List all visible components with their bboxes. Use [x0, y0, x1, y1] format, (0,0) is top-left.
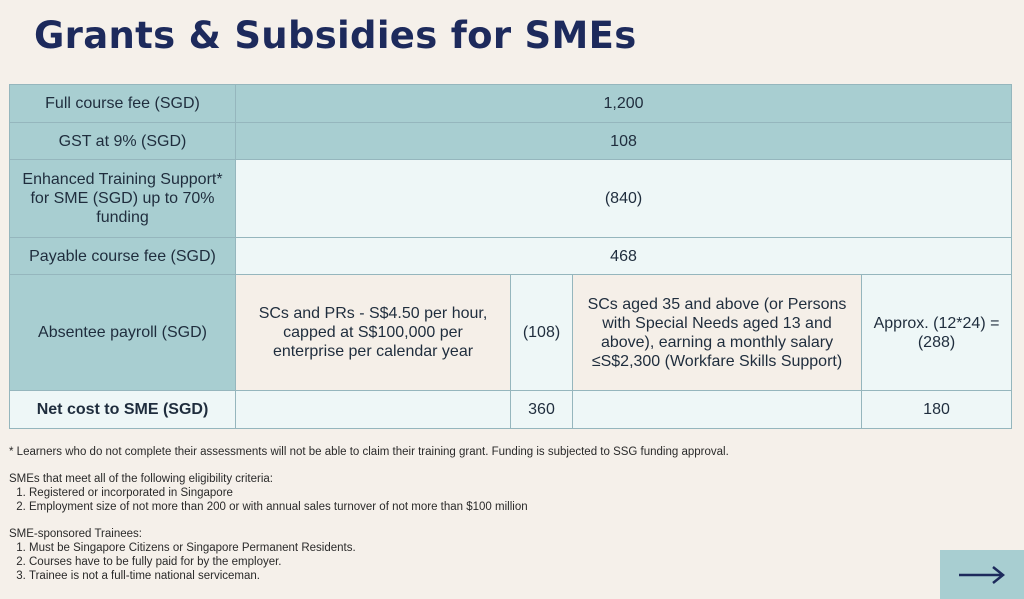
absentee-amount-b: Approx. (12*24) = (288)	[860, 274, 1013, 391]
value-ets: (840)	[234, 159, 1013, 238]
row-label-net: Net cost to SME (SGD)	[9, 390, 236, 429]
row-label-full-fee: Full course fee (SGD)	[9, 84, 236, 123]
table-row: Net cost to SME (SGD) 360 180	[9, 390, 1013, 429]
eligibility-heading: SMEs that meet all of the following elig…	[9, 473, 273, 485]
row-label-gst: GST at 9% (SGD)	[9, 122, 236, 160]
net-empty-b	[572, 390, 862, 429]
absentee-scheme-a: SCs and PRs - S$4.50 per hour, capped at…	[235, 274, 511, 391]
list-item: Must be Singapore Citizens or Singapore …	[29, 541, 729, 555]
row-label-payable: Payable course fee (SGD)	[9, 237, 236, 275]
net-empty-a	[235, 390, 511, 429]
list-item: Employment size of not more than 200 or …	[29, 500, 729, 514]
absentee-amount-a: (108)	[510, 274, 573, 391]
list-item: Courses have to be fully paid for by the…	[29, 555, 729, 569]
trainees-heading: SME-sponsored Trainees:	[9, 528, 142, 540]
list-item: Registered or incorporated in Singapore	[29, 486, 729, 500]
value-full-fee: 1,200	[234, 84, 1013, 123]
table-row: GST at 9% (SGD) 108	[9, 122, 1013, 160]
table-row: Enhanced Training Support* for SME (SGD)…	[9, 159, 1013, 238]
table-row: Payable course fee (SGD) 468	[9, 237, 1013, 275]
absentee-scheme-b: SCs aged 35 and above (or Persons with S…	[572, 274, 862, 391]
notes: * Learners who do not complete their ass…	[9, 445, 729, 583]
eligibility-list: Registered or incorporated in Singapore …	[9, 486, 729, 514]
footnote: * Learners who do not complete their ass…	[9, 446, 729, 458]
page-title: Grants & Subsidies for SMEs	[34, 14, 637, 57]
value-gst: 108	[234, 122, 1013, 160]
row-label-ets: Enhanced Training Support* for SME (SGD)…	[9, 159, 236, 238]
subsidy-table: Full course fee (SGD) 1,200 GST at 9% (S…	[9, 84, 1013, 429]
row-label-absentee: Absentee payroll (SGD)	[9, 274, 236, 391]
trainees-list: Must be Singapore Citizens or Singapore …	[9, 541, 729, 583]
net-value-a: 360	[510, 390, 573, 429]
table-row: Absentee payroll (SGD) SCs and PRs - S$4…	[9, 274, 1013, 391]
arrow-right-icon	[959, 565, 1006, 584]
table-row: Full course fee (SGD) 1,200	[9, 84, 1013, 123]
next-button[interactable]	[940, 550, 1024, 599]
list-item: Trainee is not a full-time national serv…	[29, 569, 729, 583]
net-value-b: 180	[860, 390, 1013, 429]
value-payable: 468	[234, 237, 1013, 275]
